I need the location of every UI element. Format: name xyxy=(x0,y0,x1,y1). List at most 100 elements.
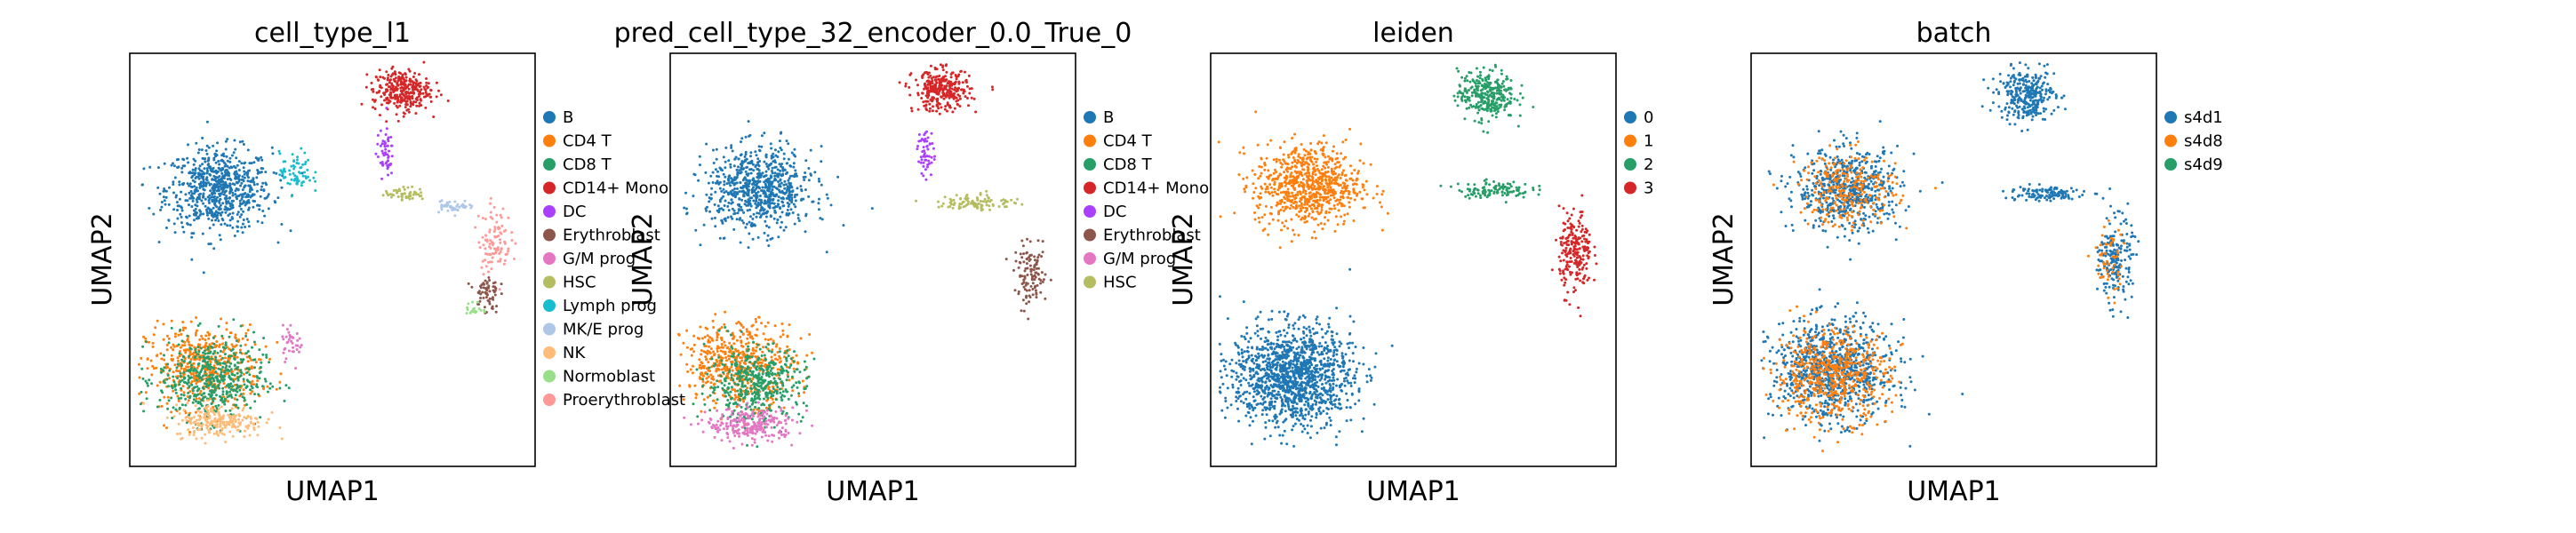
scatter-point xyxy=(283,399,286,402)
scatter-point xyxy=(184,193,188,196)
scatter-point xyxy=(748,220,751,224)
scatter-point xyxy=(173,335,177,338)
scatter-point xyxy=(804,159,808,163)
scatter-point xyxy=(385,127,388,131)
scatter-point xyxy=(702,374,705,378)
scatter-point xyxy=(759,203,762,207)
scatter-point xyxy=(204,157,207,161)
scatter-point xyxy=(700,353,703,356)
scatter-point xyxy=(719,168,723,171)
scatter-point xyxy=(294,367,298,370)
scatter-point xyxy=(203,416,206,419)
scatter-point xyxy=(187,380,190,384)
scatter-point xyxy=(171,359,174,362)
scatter-point xyxy=(244,331,248,335)
scatter-point xyxy=(295,175,299,179)
scatter-point xyxy=(378,114,381,117)
scatter-point xyxy=(213,192,217,195)
scatter-point xyxy=(215,430,219,434)
scatter-point xyxy=(791,406,795,410)
scatter-point xyxy=(182,377,186,380)
scatter-point xyxy=(750,397,754,401)
scatter-point xyxy=(740,382,744,386)
scatter-point xyxy=(684,191,687,195)
scatter-point xyxy=(735,349,738,353)
scatter-point xyxy=(682,341,685,345)
scatter-point xyxy=(801,379,804,383)
scatter-point xyxy=(247,199,251,202)
scatter-point xyxy=(193,420,196,424)
scatter-point xyxy=(488,230,492,234)
scatter-point xyxy=(184,403,188,407)
scatter-point xyxy=(945,70,948,74)
scatter-point xyxy=(699,378,702,380)
scatter-point xyxy=(744,170,748,173)
scatter-point xyxy=(445,201,449,204)
scatter-point xyxy=(758,187,761,190)
scatter-point xyxy=(209,243,212,245)
scatter-point xyxy=(958,97,962,100)
scatter-point xyxy=(402,99,405,102)
scatter-point xyxy=(399,100,403,104)
scatter-point xyxy=(412,88,416,91)
scatter-point xyxy=(421,91,425,95)
scatter-point xyxy=(789,394,793,397)
scatter-point xyxy=(218,343,221,346)
scatter-point xyxy=(717,379,721,383)
scatter-point xyxy=(771,348,774,352)
scatter-point xyxy=(204,197,207,201)
scatter-point xyxy=(201,337,204,340)
scatter-point xyxy=(718,200,722,203)
scatter-point xyxy=(933,84,937,87)
scatter-point xyxy=(231,422,235,426)
scatter-point xyxy=(256,379,260,383)
scatter-point xyxy=(168,186,171,189)
scatter-point xyxy=(314,179,317,183)
scatter-point xyxy=(729,419,732,423)
scatter-point xyxy=(752,348,756,352)
scatter-point xyxy=(250,358,253,362)
scatter-point xyxy=(197,195,201,198)
scatter-point xyxy=(398,94,402,98)
scatter-point xyxy=(819,217,822,220)
scatter-point xyxy=(804,365,808,369)
scatter-point xyxy=(380,103,383,107)
scatter-point xyxy=(730,376,733,379)
scatter-point xyxy=(162,322,165,326)
scatter-point xyxy=(227,171,229,174)
scatter-point xyxy=(817,202,820,205)
scatter-point xyxy=(488,245,492,249)
scatter-point xyxy=(380,86,383,90)
scatter-point xyxy=(722,236,725,240)
scatter-point xyxy=(762,346,764,349)
scatter-point xyxy=(756,180,760,184)
scatter-point xyxy=(770,394,773,398)
scatter-point xyxy=(754,405,756,409)
scatter-point xyxy=(199,192,202,195)
scatter-point xyxy=(378,68,381,72)
scatter-point xyxy=(758,347,762,351)
scatter-point xyxy=(689,423,692,426)
scatter-point xyxy=(751,163,755,166)
scatter-point xyxy=(192,416,196,419)
scatter-point xyxy=(219,349,222,353)
scatter-point xyxy=(192,430,196,434)
scatter-point xyxy=(245,371,248,375)
scatter-point xyxy=(215,407,219,410)
scatter-point xyxy=(194,207,197,211)
scatter-point xyxy=(440,203,444,207)
scatter-point xyxy=(785,213,788,217)
scatter-point xyxy=(312,176,316,179)
scatter-point xyxy=(224,441,228,444)
scatter-point xyxy=(716,360,719,363)
scatter-point xyxy=(170,326,173,330)
scatter-point xyxy=(809,172,812,176)
scatter-point xyxy=(425,81,428,84)
scatter-point xyxy=(249,392,252,395)
scatter-point xyxy=(237,176,240,179)
scatter-point xyxy=(195,369,198,372)
scatter-point xyxy=(244,425,248,428)
scatter-point xyxy=(180,332,183,336)
scatter-point xyxy=(771,188,774,192)
